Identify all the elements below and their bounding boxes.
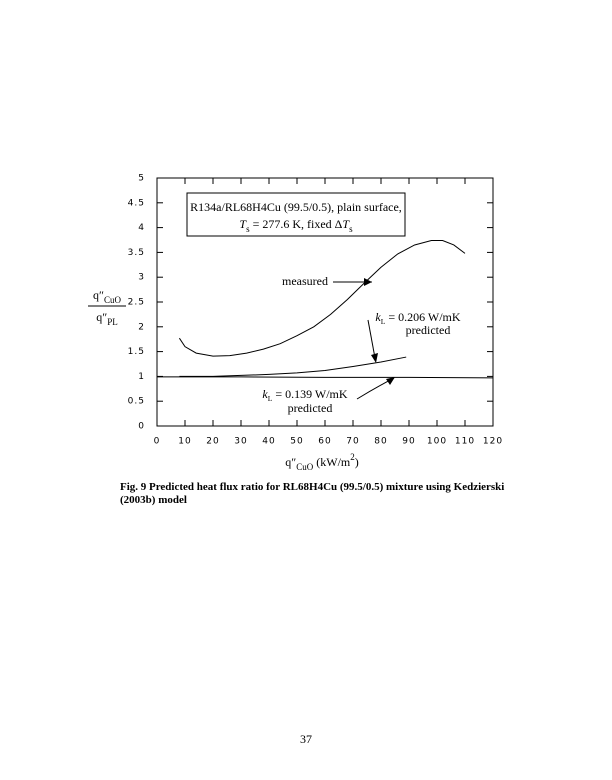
annotation-part: = 0.206 W/mK	[385, 310, 461, 324]
y-tick-label: 0	[138, 422, 145, 432]
x-axis-label: q″CuO (kW/m2)	[285, 452, 359, 472]
y-tick-label: 0.5	[128, 397, 145, 407]
y-tick-label: 4.5	[128, 198, 145, 208]
legend-box	[186, 192, 406, 237]
page-number: 37	[300, 732, 312, 746]
x-axis-label-part: CuO	[296, 462, 314, 472]
x-axis-label-part: q″	[285, 455, 296, 469]
x-axis-label-part: )	[355, 455, 359, 469]
data-line	[178, 239, 466, 357]
y-tick-label: 2	[138, 322, 145, 332]
x-tick-label: 50	[290, 437, 303, 447]
caption: Fig. 9 Predicted heat flux ratio for RL6…	[120, 481, 505, 506]
x-axis-label-part: (kW/m	[313, 455, 351, 469]
data-line	[157, 376, 494, 379]
y-axis-label-part: q″	[93, 288, 104, 302]
annotation: kL = 0.139 W/mK	[262, 387, 347, 403]
x-tick-label: 20	[206, 437, 219, 447]
y-tick-label: 1	[138, 372, 145, 382]
box-text-part: R134a/RL68H4Cu (99.5/0.5), plain surface…	[190, 200, 402, 214]
annotation-part: L	[268, 394, 273, 403]
box-text-part: s	[246, 224, 250, 234]
box-text-part: T	[342, 217, 350, 231]
arrow-head	[364, 278, 372, 286]
y-axis-label-part: q″	[96, 310, 107, 324]
y-tick-label: 3.5	[128, 248, 145, 258]
x-tick-label: 120	[483, 437, 503, 447]
y-tick-label: 4	[138, 223, 145, 233]
x-tick-label: 110	[455, 437, 475, 447]
arrow	[367, 319, 376, 359]
box-text-part: s	[349, 224, 353, 234]
arrow-head	[386, 377, 395, 385]
x-tick-label: 0	[154, 437, 161, 447]
x-axis-label-part: 2	[350, 452, 355, 462]
arrow-head	[371, 353, 378, 363]
x-tick-label: 40	[262, 437, 275, 447]
annotation-part: k	[262, 387, 268, 401]
x-tick-label: 10	[178, 437, 191, 447]
annotation-part: = 0.139 W/mK	[272, 387, 348, 401]
x-tick-label: 30	[234, 437, 247, 447]
box-text: R134a/RL68H4Cu (99.5/0.5), plain surface…	[190, 200, 402, 214]
annotation-part: predicted	[288, 401, 333, 415]
x-tick-label: 90	[402, 437, 415, 447]
y-tick-label: 2.5	[128, 298, 145, 308]
y-axis-label: q″CuO	[93, 288, 122, 305]
y-tick-label: 3	[138, 273, 145, 283]
y-axis-label: q″PL	[96, 310, 118, 327]
annotation: predicted	[406, 323, 451, 337]
annotation-part: k	[375, 310, 381, 324]
annotation: kL = 0.206 W/mK	[375, 310, 460, 326]
box-text-part: = 277.6 K, fixed Δ	[250, 217, 343, 231]
y-axis-label-part: PL	[107, 317, 118, 327]
box-text-part: T	[239, 217, 247, 231]
series-label: measured	[282, 274, 328, 288]
data-line	[179, 356, 407, 377]
box-text: Ts = 277.6 K, fixed ΔTs	[239, 217, 353, 234]
x-tick-label: 80	[374, 437, 387, 447]
y-tick-label: 5	[138, 174, 145, 184]
x-tick-label: 60	[318, 437, 331, 447]
annotation-part: L	[381, 317, 386, 326]
y-tick-label: 1.5	[128, 347, 145, 357]
x-tick-label: 100	[427, 437, 447, 447]
annotation-part: predicted	[406, 323, 451, 337]
annotation: predicted	[288, 401, 333, 415]
y-axis-label-part: CuO	[104, 295, 122, 305]
x-tick-label: 70	[346, 437, 359, 447]
